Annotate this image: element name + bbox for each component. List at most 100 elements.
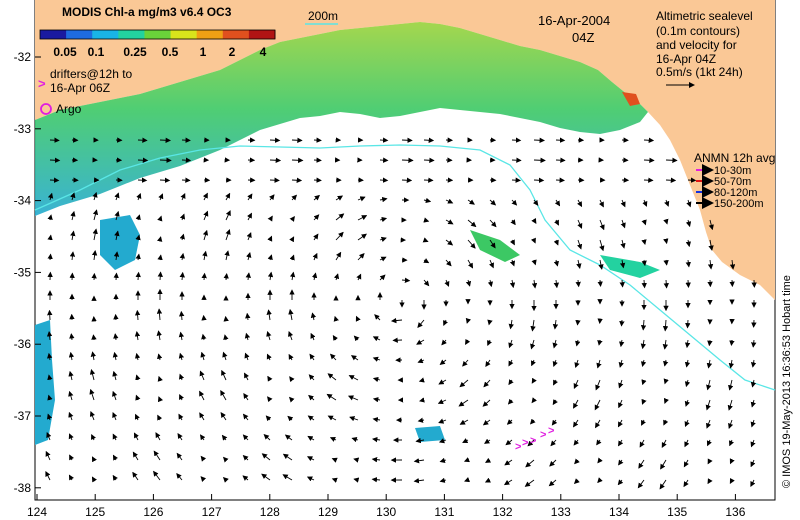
velocity-arrow-icon <box>267 235 273 242</box>
velocity-arrow-icon <box>157 271 163 281</box>
velocity-arrow-icon <box>664 199 670 207</box>
velocity-arrow-icon <box>438 379 447 385</box>
velocity-arrow-icon <box>595 419 601 429</box>
velocity-arrow-icon <box>727 399 733 411</box>
velocity-arrow-icon <box>70 192 76 201</box>
velocity-arrow-icon <box>459 379 469 388</box>
anmn-item-label: 150-200m <box>714 198 764 210</box>
velocity-arrow-icon <box>418 377 425 383</box>
velocity-arrow-icon <box>508 359 514 367</box>
velocity-arrow-icon <box>467 219 477 228</box>
velocity-arrow-icon <box>484 477 491 483</box>
velocity-arrow-icon <box>379 256 387 262</box>
velocity-arrow-icon <box>288 396 295 403</box>
velocity-arrow-icon <box>467 199 475 205</box>
velocity-arrow-icon <box>112 411 118 421</box>
velocity-arrow-icon <box>524 479 535 487</box>
velocity-arrow-icon <box>312 252 318 261</box>
velocity-arrow-icon <box>244 332 251 341</box>
velocity-arrow-icon <box>439 457 447 463</box>
x-tick-label: 134 <box>609 505 629 519</box>
velocity-arrow-icon <box>91 433 96 441</box>
y-tick-label: -36 <box>14 337 32 351</box>
velocity-arrow-icon <box>485 359 491 368</box>
velocity-arrow-icon <box>532 199 539 206</box>
velocity-arrow-icon <box>159 157 172 163</box>
velocity-arrow-icon <box>684 399 690 407</box>
velocity-arrow-icon <box>685 319 691 329</box>
altimetry-legend: Altimetric sealevel (0.1m contours) and … <box>656 9 753 88</box>
velocity-arrow-icon <box>221 434 228 441</box>
velocity-arrow-icon <box>335 231 344 241</box>
velocity-arrow-icon <box>91 250 98 261</box>
velocity-arrow-icon <box>266 330 272 341</box>
velocity-arrow-icon <box>663 419 669 426</box>
velocity-arrow-icon <box>707 339 713 347</box>
chlorophyll-patch <box>600 255 660 278</box>
velocity-arrow-icon <box>550 439 557 447</box>
velocity-arrow-icon <box>467 239 476 249</box>
velocity-arrow-icon <box>445 198 454 204</box>
velocity-arrow-icon <box>465 279 472 287</box>
velocity-arrow-icon <box>245 312 251 321</box>
velocity-arrow-icon <box>307 456 315 462</box>
velocity-arrow-icon <box>225 210 231 221</box>
velocity-arrow-icon <box>637 479 645 489</box>
velocity-arrow-icon <box>595 379 601 391</box>
velocity-arrow-icon <box>335 213 345 221</box>
velocity-arrow-icon <box>620 219 626 229</box>
velocity-arrow-icon <box>482 399 491 407</box>
velocity-arrow-icon <box>92 228 98 241</box>
velocity-arrow-icon <box>598 259 604 270</box>
velocity-arrow-icon <box>574 359 580 369</box>
velocity-arrow-icon <box>552 339 558 349</box>
velocity-arrow-icon <box>47 234 53 241</box>
chlorophyll-coastal-band <box>35 22 648 216</box>
velocity-arrow-icon <box>332 334 338 341</box>
velocity-arrow-icon <box>137 157 149 163</box>
velocity-arrow-icon <box>288 308 294 321</box>
velocity-arrow-icon <box>662 339 669 350</box>
velocity-arrow-icon <box>372 376 381 383</box>
anmn-title: ANMN 12h avg <box>694 151 775 165</box>
velocity-arrow-icon <box>92 209 99 221</box>
velocity-arrow-icon <box>157 215 163 222</box>
drifters-label-line1: drifters@12h to <box>50 67 133 81</box>
colorbar-segment <box>144 30 172 39</box>
velocity-arrow-icon <box>445 219 454 225</box>
velocity-arrow-icon <box>620 199 626 208</box>
velocity-arrow-icon <box>573 439 580 446</box>
velocity-arrow-icon <box>357 215 368 221</box>
drifter-marker: > <box>522 437 528 449</box>
velocity-arrow-icon <box>179 252 185 261</box>
credit-text: © IMOS 19-May-2013 16:36:53 Hobart time <box>781 275 793 488</box>
velocity-arrow-icon <box>199 434 206 441</box>
velocity-arrow-icon <box>178 413 184 421</box>
velocity-arrow-icon <box>199 390 205 401</box>
velocity-arrow-icon <box>134 331 141 341</box>
velocity-arrow-icon <box>203 210 209 221</box>
velocity-arrow-icon <box>686 199 692 208</box>
colorbar-segment <box>170 30 198 39</box>
velocity-arrow-icon <box>505 439 513 446</box>
velocity-arrow-icon <box>401 157 414 163</box>
velocity-arrow-icon <box>307 415 315 421</box>
altimetry-line: Altimetric sealevel <box>656 9 753 23</box>
velocity-arrow-icon <box>618 379 624 389</box>
chlorophyll-patch <box>415 426 445 442</box>
velocity-arrow-icon <box>49 157 61 163</box>
velocity-arrow-icon <box>155 432 161 441</box>
altimetry-line: and velocity for <box>656 38 737 52</box>
velocity-arrow-icon <box>309 353 315 361</box>
velocity-arrow-icon <box>335 251 342 261</box>
velocity-arrow-icon <box>643 137 655 143</box>
velocity-arrow-icon <box>487 319 493 326</box>
velocity-arrow-icon <box>220 390 227 401</box>
velocity-arrow-icon <box>619 319 625 327</box>
velocity-arrow-icon <box>350 355 359 361</box>
colorbar-segment <box>222 30 250 39</box>
velocity-arrow-icon <box>462 438 469 443</box>
velocity-arrow-icon <box>750 479 756 487</box>
velocity-arrow-icon <box>178 310 185 321</box>
velocity-arrow-icon <box>685 259 691 268</box>
